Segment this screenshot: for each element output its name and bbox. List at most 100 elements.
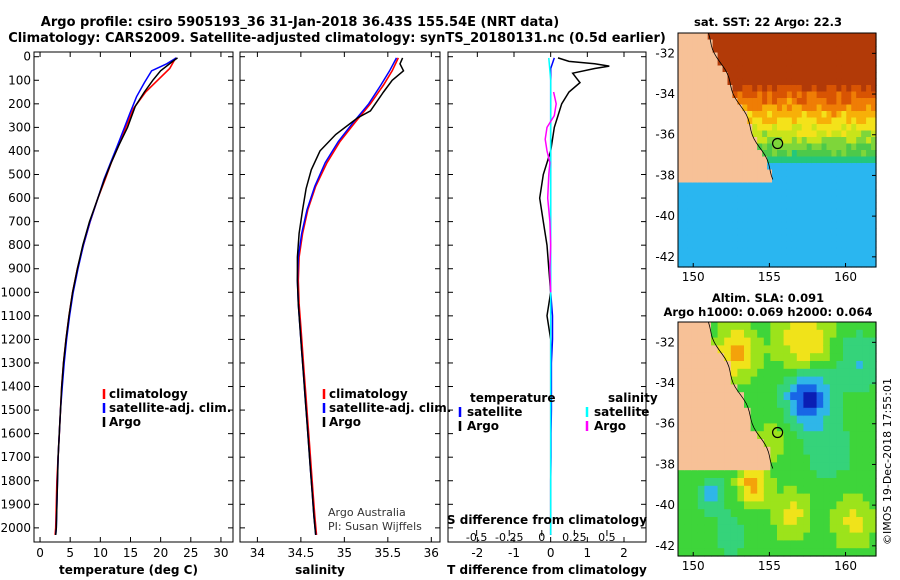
ocean-cell [866,208,872,216]
ocean-cell [796,143,803,151]
ocean-cell [702,202,709,210]
ocean-cell [757,59,763,67]
ocean-cell [781,39,788,47]
ocean-cell [849,361,857,370]
ocean-cell [851,182,857,190]
ocean-cell [722,39,729,47]
ocean-cell [849,415,857,424]
land-cell [722,117,729,125]
ocean-cell [752,59,758,67]
ocean-cell [843,345,851,354]
ocean-cell [697,501,705,510]
ocean-cell [851,91,857,99]
land-cell [697,150,704,158]
ocean-cell [757,485,765,495]
land-cell [678,384,686,393]
land-cell [704,415,712,424]
ocean-cell [791,195,798,203]
ocean-cell [770,361,778,370]
ocean-cell [791,78,798,86]
ocean-cell [816,65,823,73]
ocean-cell [866,150,872,158]
ocean-cell [841,65,847,73]
land-cell [762,163,768,171]
ocean-cell [767,117,773,125]
ocean-cell [851,208,857,216]
ocean-cell [762,98,768,106]
ocean-cell [801,59,808,67]
ocean-cell [722,189,729,197]
land-cell [691,368,699,378]
ocean-cell [783,540,791,549]
ocean-cell [732,85,738,93]
ocean-cell [836,65,842,73]
ocean-cell [684,548,692,557]
ocean-cell [742,221,748,229]
ocean-cell [791,130,798,138]
ocean-cell [841,137,847,145]
ocean-cell [692,234,699,242]
ocean-cell [826,91,833,99]
ocean-cell [811,247,818,255]
land-cell [678,176,684,184]
ocean-cell [806,221,813,229]
ocean-cell [816,329,824,339]
ocean-cell [786,202,793,210]
ocean-cell [767,46,773,54]
land-cell [757,150,763,158]
ocean-cell [856,376,864,385]
ocean-cell [742,65,748,73]
ocean-cell [717,33,724,41]
ocean-cell [829,548,837,557]
ocean-cell [737,524,745,534]
ocean-cell [752,202,758,210]
land-cell [717,104,724,112]
ocean-cell [711,524,719,534]
ocean-cell [866,72,872,80]
ocean-cell [801,65,808,73]
ocean-cell [836,59,842,67]
ocean-cell [772,124,778,132]
land-cell [732,176,738,184]
ocean-cell [678,234,684,242]
ocean-cell [861,163,867,171]
land-cell [707,130,714,138]
ocean-cell [843,517,851,526]
land-cell [722,78,729,86]
ocean-cell [786,163,793,171]
ocean-cell [821,52,828,60]
ocean-cell [871,130,877,138]
ocean-cell [816,478,824,487]
ocean-cell [841,85,847,93]
ocean-cell [816,137,823,145]
ocean-cell [763,337,771,346]
ocean-cell [836,392,844,401]
ocean-cell [826,39,833,47]
ocean-cell [816,72,823,80]
ocean-cell [831,195,837,203]
land-cell [702,72,709,80]
land-cell [711,423,719,432]
ocean-cell [772,234,778,242]
land-cell [704,329,712,339]
land-cell [682,65,689,73]
ocean-cell [712,221,719,229]
land-cell [712,156,719,164]
ocean-cell [777,137,783,145]
ocean-cell [712,182,719,190]
ocean-cell [697,234,704,242]
ocean-cell [757,368,765,378]
ocean-cell [786,241,793,249]
land-cell [678,345,686,354]
land-cell [704,337,712,346]
ocean-cell [757,532,765,541]
land-cell [707,169,714,177]
land-cell [692,85,699,93]
ocean-cell [836,176,842,184]
ocean-cell [702,182,709,190]
ocean-cell [811,98,818,106]
ocean-cell [862,407,870,417]
ocean-cell [767,221,773,229]
ocean-cell [849,548,857,557]
ocean-cell [747,195,753,203]
